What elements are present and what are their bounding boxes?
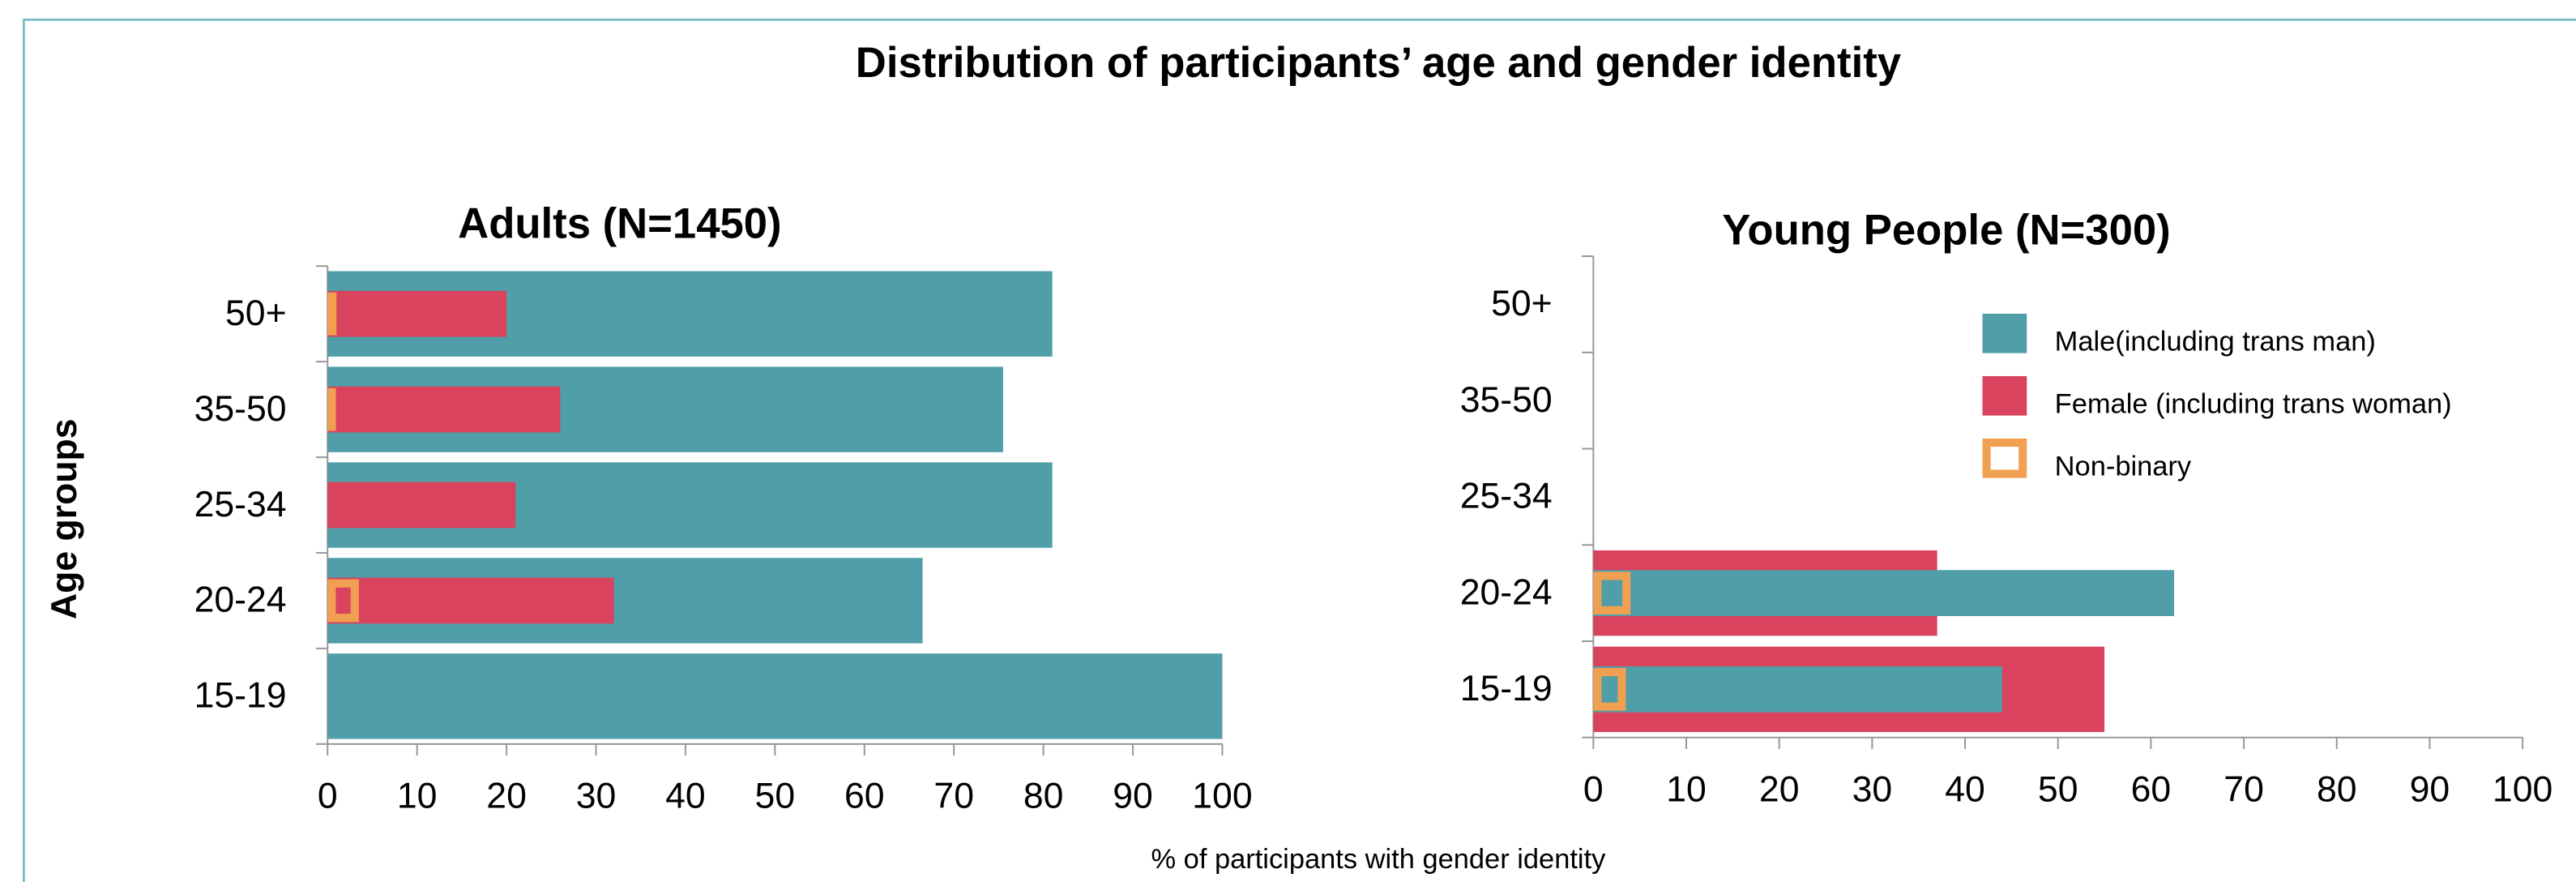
x-tick-label: 50 bbox=[2038, 769, 2078, 809]
legend-swatch bbox=[1982, 313, 2027, 353]
x-tick-label: 30 bbox=[576, 776, 617, 816]
chart-title: Adults (N=1450) bbox=[458, 200, 781, 248]
x-tick-label: 80 bbox=[2317, 769, 2357, 809]
x-tick-label: 70 bbox=[933, 776, 974, 816]
x-axis-label: % of participants with gender identity bbox=[1151, 844, 1606, 875]
x-tick-label: 10 bbox=[397, 776, 438, 816]
bar bbox=[327, 577, 614, 624]
x-tick-label: 20 bbox=[486, 776, 527, 816]
y-tick-label: 15-19 bbox=[194, 676, 287, 716]
bar bbox=[1593, 570, 2175, 616]
x-tick-label: 30 bbox=[1852, 769, 1893, 809]
bar bbox=[327, 579, 359, 623]
bar bbox=[327, 292, 337, 336]
y-tick-label: 50+ bbox=[225, 293, 287, 333]
legend-label: Non-binary bbox=[2055, 452, 2192, 482]
x-tick-label: 50 bbox=[755, 776, 796, 816]
legend-label: Female (including trans woman) bbox=[2055, 389, 2452, 420]
y-tick-label: 50+ bbox=[1491, 284, 1553, 323]
x-tick-label: 0 bbox=[318, 776, 338, 816]
x-tick-label: 60 bbox=[2131, 769, 2172, 809]
x-tick-label: 90 bbox=[2410, 769, 2450, 809]
frame bbox=[23, 19, 2576, 882]
legend-label: Male(including trans man) bbox=[2055, 327, 2376, 358]
chart-title: Young People (N=300) bbox=[1722, 207, 2170, 255]
x-tick-label: 40 bbox=[1945, 769, 1985, 809]
x-tick-label: 70 bbox=[2224, 769, 2264, 809]
bar bbox=[327, 290, 507, 337]
x-tick-label: 40 bbox=[665, 776, 706, 816]
main-title: Distribution of participants’ age and ge… bbox=[856, 39, 1901, 87]
x-tick-label: 10 bbox=[1666, 769, 1707, 809]
x-tick-label: 80 bbox=[1023, 776, 1064, 816]
y-tick-label: 25-34 bbox=[1460, 477, 1553, 516]
legend-swatch bbox=[1982, 438, 2027, 478]
bar bbox=[327, 386, 561, 433]
x-tick-label: 60 bbox=[844, 776, 885, 816]
bar bbox=[1593, 666, 2002, 713]
bar bbox=[327, 482, 516, 529]
y-tick-label: 35-50 bbox=[194, 389, 287, 429]
x-tick-label: 20 bbox=[1759, 769, 1800, 809]
legend-swatch bbox=[1982, 375, 2027, 416]
y-tick-label: 20-24 bbox=[1460, 572, 1553, 612]
y-tick-label: 15-19 bbox=[1460, 669, 1553, 709]
x-tick-label: 100 bbox=[1192, 776, 1252, 816]
bar bbox=[1593, 668, 1626, 711]
x-tick-label: 100 bbox=[2493, 769, 2553, 809]
bar bbox=[327, 653, 1223, 739]
y-axis-label: Age groups bbox=[45, 418, 84, 619]
y-tick-label: 20-24 bbox=[194, 580, 287, 620]
bar bbox=[1593, 572, 1631, 614]
x-tick-label: 0 bbox=[1583, 769, 1604, 809]
x-tick-label: 90 bbox=[1113, 776, 1153, 816]
y-tick-label: 35-50 bbox=[1460, 380, 1553, 420]
y-tick-label: 25-34 bbox=[194, 485, 287, 524]
